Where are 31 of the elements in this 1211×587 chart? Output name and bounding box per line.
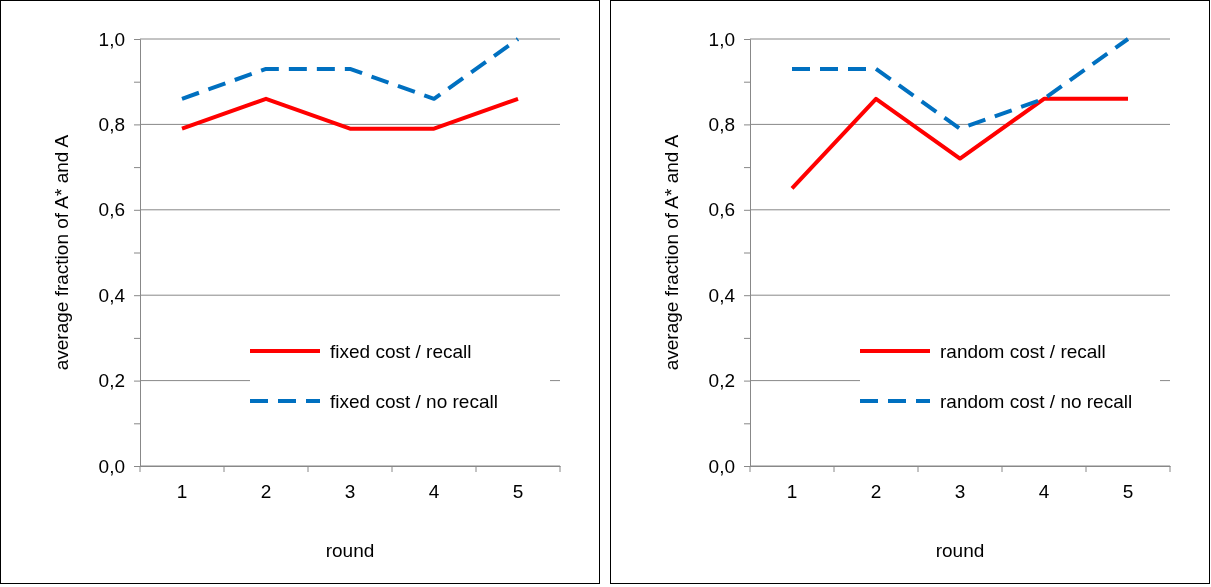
x-tick-label: 3 [344, 480, 356, 502]
x-axis-title: round [325, 540, 375, 561]
y-tick-label: 0,6 [98, 199, 125, 221]
x-tick-label: 3 [954, 480, 966, 502]
x-tick-label: 2 [260, 480, 272, 502]
y-tick-label: 1,0 [708, 28, 735, 50]
x-tick-label: 5 [512, 480, 524, 502]
y-tick-label: 0,6 [708, 199, 735, 221]
y-axis-title: average fraction of A* and A [51, 134, 72, 371]
x-tick-label: 4 [1038, 480, 1050, 502]
y-tick-label: 0,2 [708, 370, 735, 392]
legend-label: random cost / recall [940, 341, 1106, 362]
y-tick-label: 0,4 [708, 284, 736, 306]
y-axis-title: average fraction of A* and A [661, 134, 682, 371]
legend-label: fixed cost / no recall [330, 391, 498, 412]
x-tick-label: 1 [786, 480, 798, 502]
x-tick-label: 1 [176, 480, 188, 502]
x-axis-title: round [935, 540, 985, 561]
x-tick-label: 4 [428, 480, 440, 502]
y-tick-label: 1,0 [98, 28, 125, 50]
y-tick-label: 0,0 [98, 455, 125, 477]
y-tick-label: 0,4 [98, 284, 126, 306]
x-tick-label: 5 [1122, 480, 1134, 502]
x-tick-label: 2 [870, 480, 882, 502]
y-tick-label: 0,8 [708, 113, 735, 135]
y-tick-label: 0,8 [98, 113, 125, 135]
y-tick-label: 0,0 [708, 455, 735, 477]
line-series [790, 37, 1130, 131]
legend-label: fixed cost / recall [330, 341, 472, 362]
y-tick-label: 0,2 [98, 370, 125, 392]
legend-label: random cost / no recall [940, 391, 1133, 412]
